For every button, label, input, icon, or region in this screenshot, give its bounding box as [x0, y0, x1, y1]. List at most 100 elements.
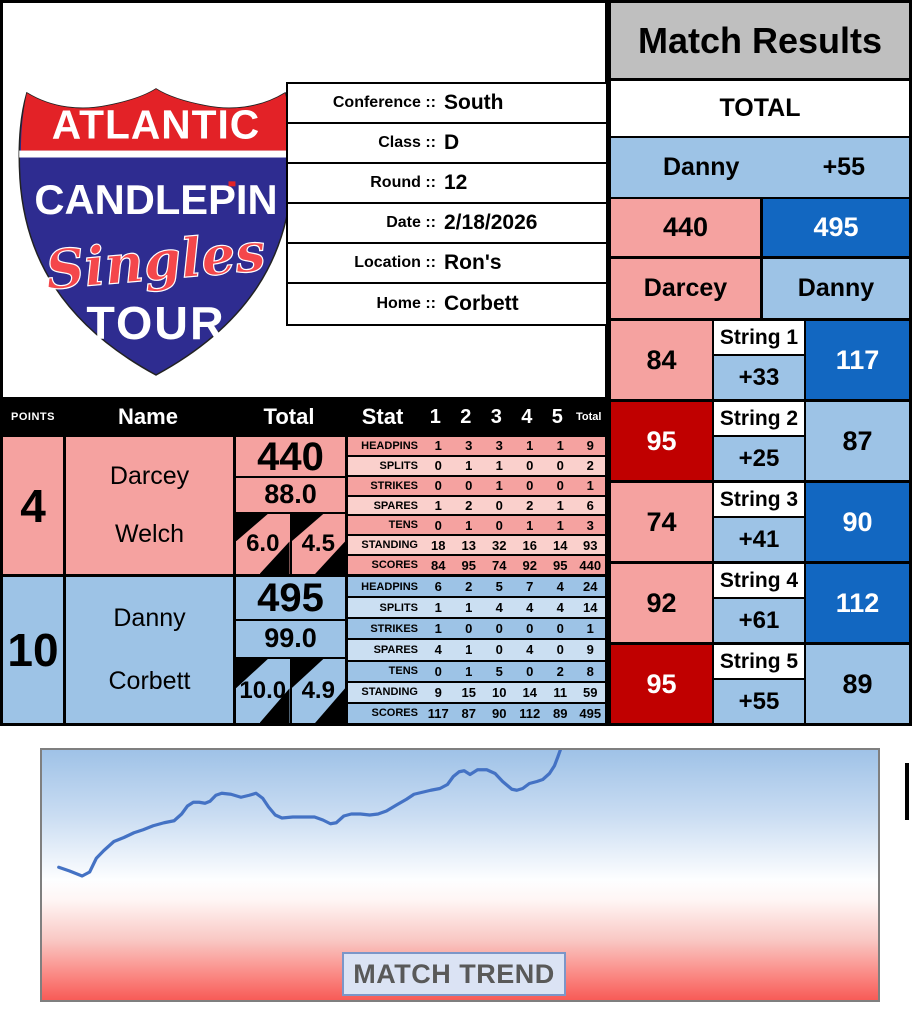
string-row: 95 String 5 +55 89 [611, 645, 909, 723]
stat-label: SPLITS [379, 601, 418, 614]
string-label: String 1 [714, 321, 804, 357]
stat-value: 1 [465, 600, 473, 616]
stat-value: 117 [427, 705, 449, 721]
stat-row-total: 1 [586, 621, 594, 637]
stat-value: 1 [465, 663, 473, 679]
stat-value: 0 [495, 642, 503, 658]
left-frame: ATLANTIC CANDLEPIN Singles TOUR Conferen… [0, 0, 608, 726]
info-row: Class :: D [288, 124, 606, 164]
player-last-name: Welch [114, 520, 184, 549]
stat-value: 0 [556, 642, 564, 658]
header-points: POINTS [11, 411, 55, 423]
stat-value: 0 [495, 498, 503, 513]
stat-value: 5 [495, 579, 503, 595]
stat-row-total: 14 [583, 600, 598, 616]
stat-value: 16 [522, 537, 537, 553]
stat-label: SPARES [373, 643, 418, 656]
info-value: 2/18/2026 [444, 211, 538, 234]
header-game-1: 1 [429, 405, 441, 428]
stat-value: 112 [519, 705, 541, 721]
string-label: String 3 [714, 483, 804, 519]
stat-value: 2 [526, 498, 534, 513]
player-total-score: 495 [236, 577, 345, 621]
player-stat-grid: HEADPINS 6 2 5 7 4 24 SPLITS 1 1 4 4 4 14 STRIKES 1 0 0 0 0… [345, 577, 605, 723]
info-label: Class :: [378, 134, 436, 151]
info-value: Ron's [444, 251, 502, 274]
match-trend-label: MATCH TREND [342, 952, 566, 996]
string-middle: String 4 +61 [712, 564, 806, 642]
player-first-name: Danny [113, 604, 186, 632]
stat-value: 11 [553, 684, 568, 700]
stat-value: 4 [556, 579, 564, 595]
leader-margin: +55 [822, 153, 865, 181]
stat-row: SPLITS 1 1 4 4 4 14 [348, 598, 605, 620]
header-game-2: 2 [460, 405, 472, 428]
string-left-score: 95 [611, 402, 712, 480]
points-value: 10 [7, 624, 59, 676]
logo-line-atlantic: ATLANTIC [52, 102, 260, 148]
string-right-score: 90 [806, 483, 909, 561]
stat-value: 74 [492, 557, 507, 573]
string-right-score: 117 [806, 321, 909, 399]
stat-label: TENS [388, 665, 418, 678]
stat-label: SCORES [371, 707, 418, 720]
header-stat-grid: Stat 1 2 3 4 5 Total [345, 404, 605, 430]
string-row: 74 String 3 +41 90 [611, 483, 909, 564]
stat-value: 6 [434, 579, 442, 595]
stat-value: 0 [526, 663, 534, 679]
string-middle: String 3 +41 [712, 483, 806, 561]
info-label: Conference :: [332, 94, 436, 111]
stat-label: SPARES [373, 499, 418, 512]
sheet-edge-line [905, 763, 909, 820]
string-right-score: 89 [806, 645, 909, 723]
string-right-score: 112 [806, 564, 909, 642]
logo-line-tour: TOUR [86, 297, 225, 349]
header-game-3: 3 [490, 405, 502, 428]
stat-value: 0 [556, 621, 564, 637]
stat-label: SPLITS [379, 459, 418, 472]
stat-value: 1 [556, 517, 564, 533]
stat-row-total: 9 [586, 642, 594, 658]
info-row: Location :: Ron's [288, 244, 606, 284]
string-margin: +33 [714, 356, 804, 399]
stat-row: TENS 0 1 5 0 2 8 [348, 662, 605, 683]
string-left-score: 74 [611, 483, 712, 561]
stat-value: 84 [431, 557, 446, 573]
stat-row: HEADPINS 1 3 3 1 1 9 [348, 437, 605, 457]
player-names-row: Darcey Danny [611, 259, 909, 321]
player-total-score: 440 [236, 437, 345, 479]
stat-row-total: 495 [579, 705, 602, 721]
metric-right-value: 4.5 [301, 529, 335, 557]
info-value: 12 [444, 171, 468, 194]
stat-value: 95 [553, 557, 568, 573]
stat-row: HEADPINS 6 2 5 7 4 24 [348, 577, 605, 599]
points-value: 4 [20, 479, 46, 532]
stat-value: 1 [465, 458, 473, 474]
info-value: D [444, 131, 460, 154]
stat-row: STANDING 9 15 10 14 11 59 [348, 682, 605, 704]
stat-value: 3 [495, 438, 503, 454]
string-margin: +55 [714, 680, 804, 723]
stat-value: 4 [556, 600, 564, 616]
match-trend-chart: MATCH TREND [40, 748, 880, 1002]
leader-banner: Danny +55 [611, 138, 909, 199]
stat-row: TENS 0 1 0 1 1 3 [348, 516, 605, 537]
stat-label: SCORES [371, 559, 418, 572]
stat-value: 1 [556, 498, 564, 513]
stat-value: 15 [461, 684, 476, 700]
stat-row-total: 1 [586, 478, 594, 494]
stat-value: 1 [526, 438, 534, 454]
stat-label: STANDING [361, 686, 418, 699]
info-row: Home :: Corbett [288, 284, 606, 324]
string-middle: String 1 +33 [712, 321, 806, 399]
stat-value: 1 [495, 478, 503, 494]
total-header: TOTAL [611, 81, 909, 138]
stat-value: 1 [526, 517, 534, 533]
stat-label: STANDING [361, 539, 418, 552]
stat-value: 92 [522, 557, 537, 573]
stat-value: 1 [434, 498, 442, 513]
stat-value: 0 [526, 621, 534, 637]
stat-label: TENS [388, 519, 418, 532]
shield-divider [19, 150, 293, 158]
